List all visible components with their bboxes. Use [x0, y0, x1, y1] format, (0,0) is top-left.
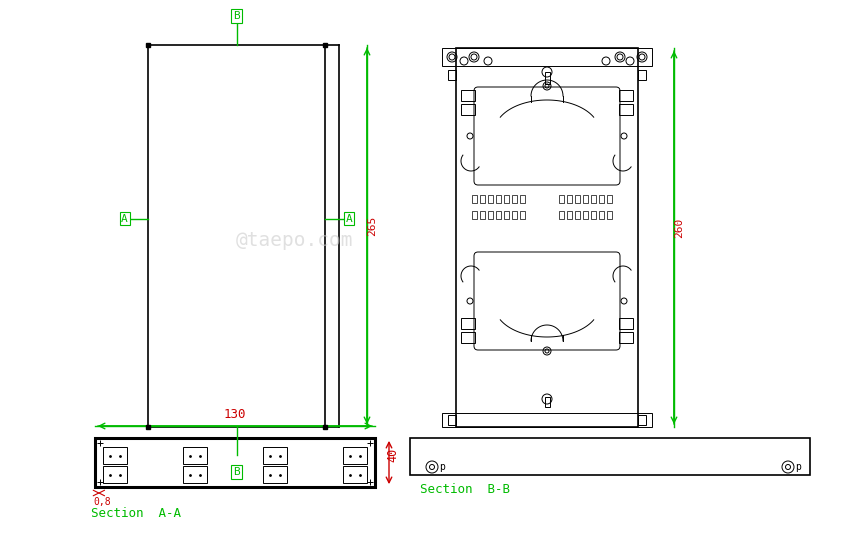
Text: @taepo.com: @taepo.com: [236, 231, 353, 249]
Bar: [146, 425, 150, 429]
Bar: [504, 195, 509, 203]
Bar: [448, 415, 456, 425]
Bar: [461, 318, 475, 329]
Bar: [638, 415, 646, 425]
Bar: [583, 195, 588, 203]
Bar: [575, 195, 580, 203]
Bar: [520, 211, 525, 219]
Text: 265: 265: [367, 216, 377, 236]
Text: 130: 130: [223, 408, 246, 421]
Bar: [183, 466, 207, 483]
Bar: [472, 195, 477, 203]
Bar: [448, 70, 456, 80]
Bar: [619, 104, 633, 115]
Bar: [545, 397, 550, 407]
Text: 40: 40: [386, 448, 399, 462]
Bar: [343, 466, 367, 483]
Text: A: A: [346, 214, 352, 224]
Text: B: B: [233, 11, 240, 21]
Bar: [567, 211, 572, 219]
Bar: [146, 43, 150, 47]
Text: Section  B-B: Section B-B: [420, 483, 510, 496]
Bar: [472, 211, 477, 219]
Bar: [607, 211, 612, 219]
Bar: [512, 195, 517, 203]
Bar: [323, 425, 327, 429]
Bar: [619, 332, 633, 343]
Text: A: A: [121, 214, 128, 224]
Bar: [559, 211, 564, 219]
Bar: [103, 466, 127, 483]
Bar: [638, 70, 646, 80]
Bar: [619, 318, 633, 329]
Bar: [442, 413, 652, 427]
Text: 260: 260: [674, 217, 684, 238]
Bar: [343, 447, 367, 464]
Bar: [456, 48, 638, 427]
Text: p: p: [439, 462, 445, 472]
Bar: [480, 211, 485, 219]
Bar: [442, 48, 652, 66]
Bar: [263, 447, 287, 464]
Bar: [103, 447, 127, 464]
Bar: [461, 104, 475, 115]
Bar: [619, 90, 633, 101]
Bar: [520, 195, 525, 203]
Bar: [95, 438, 375, 487]
Bar: [183, 447, 207, 464]
Bar: [488, 195, 493, 203]
Bar: [607, 195, 612, 203]
Bar: [496, 211, 501, 219]
Bar: [567, 195, 572, 203]
Bar: [461, 332, 475, 343]
Bar: [575, 211, 580, 219]
Bar: [599, 211, 604, 219]
Text: p: p: [795, 462, 801, 472]
Bar: [504, 211, 509, 219]
Bar: [599, 195, 604, 203]
Bar: [410, 438, 810, 475]
Bar: [591, 195, 596, 203]
Text: B: B: [233, 467, 240, 477]
Bar: [559, 195, 564, 203]
Bar: [496, 195, 501, 203]
Bar: [480, 195, 485, 203]
Bar: [148, 45, 325, 427]
Bar: [591, 211, 596, 219]
Bar: [545, 72, 550, 84]
Text: Section  A-A: Section A-A: [91, 507, 181, 520]
Bar: [488, 211, 493, 219]
Bar: [323, 43, 327, 47]
Bar: [583, 211, 588, 219]
Bar: [512, 211, 517, 219]
Text: 0,8: 0,8: [93, 497, 111, 507]
Bar: [263, 466, 287, 483]
Bar: [461, 90, 475, 101]
